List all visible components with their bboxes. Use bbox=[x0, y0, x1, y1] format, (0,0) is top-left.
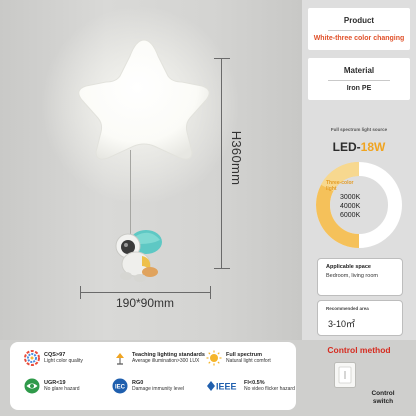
product-value: White-three color changing bbox=[313, 35, 405, 42]
ieee-mark: IEEE bbox=[216, 382, 237, 392]
feature-rg0-desc: Damage immunity level bbox=[132, 386, 184, 392]
feature-full-spectrum: Full spectrum Natural light comfort bbox=[206, 350, 271, 366]
color-temperature-ring-icon bbox=[316, 161, 402, 248]
feature-color-quality: CQS>97 Light color quality bbox=[24, 350, 83, 366]
feature-cqs-value: CQS>97 bbox=[44, 352, 66, 358]
feature-fi-value: FI<0.5% bbox=[244, 380, 265, 386]
feature-ugr-desc: No glare hazard bbox=[44, 386, 80, 392]
wattage-value: 18W bbox=[360, 140, 386, 154]
feature-full-spectrum-desc: Natural light comfort bbox=[226, 358, 271, 364]
recommended-area-value: 3-10㎡ bbox=[328, 319, 356, 329]
feature-cqs-desc: Light color quality bbox=[44, 358, 83, 364]
feature-fi-desc: No video flicker hazard bbox=[244, 386, 295, 392]
feature-photobiological: IEC RG0 Damage immunity level bbox=[112, 378, 184, 394]
features-card: CQS>97 Light color quality Teaching light… bbox=[10, 342, 296, 410]
product-scene: H360mm 190*90mm bbox=[0, 0, 302, 340]
material-title: Material bbox=[343, 66, 375, 75]
hanging-cord bbox=[130, 150, 131, 234]
temperature-6000k: 6000K bbox=[340, 212, 361, 219]
ieee-logo-icon: IEEE bbox=[207, 381, 237, 392]
width-dimension-cap-right bbox=[210, 286, 211, 299]
temperature-3000k: 3000K bbox=[340, 194, 361, 201]
control-switch-label: Control switch bbox=[371, 390, 395, 405]
iec-badge-icon: IEC bbox=[112, 378, 128, 394]
full-spectrum-label: Full spectrum light source bbox=[330, 127, 388, 132]
width-dimension-label: 190*90mm bbox=[115, 296, 175, 310]
material-card: Material Iron PE bbox=[308, 58, 410, 100]
divider bbox=[328, 30, 390, 31]
recommended-area-title: Recommended area bbox=[326, 306, 369, 311]
product-title: Product bbox=[343, 16, 375, 25]
feature-flicker: IEEE FI<0.5% No video flicker hazard bbox=[206, 378, 295, 394]
iec-mark: IEC bbox=[115, 385, 126, 391]
applicable-space-title: Applicable space bbox=[326, 264, 371, 270]
divider bbox=[328, 80, 390, 81]
specs-panel: Product White-three color changing Mater… bbox=[302, 0, 416, 340]
astronaut-figure-image bbox=[115, 230, 162, 282]
three-color-label: Three-color light bbox=[326, 180, 354, 192]
product-card: Product White-three color changing bbox=[308, 8, 410, 50]
control-method-title: Control method bbox=[327, 345, 391, 355]
feature-full-spectrum-title: Full spectrum bbox=[226, 352, 263, 358]
temperature-4000k: 4000K bbox=[340, 203, 361, 210]
star-lamp-image bbox=[78, 39, 210, 160]
feature-glare: UGR<19 No glare hazard bbox=[24, 378, 80, 394]
height-dimension-cap-bottom bbox=[214, 268, 230, 269]
width-dimension-line bbox=[80, 292, 210, 293]
feature-teaching-title: Teaching lighting standards bbox=[132, 352, 205, 358]
desk-lamp-icon bbox=[116, 353, 124, 365]
wall-switch-icon bbox=[334, 362, 356, 388]
led-prefix: LED- bbox=[332, 140, 361, 154]
feature-teaching-desc: Average illumination>300 LUX bbox=[132, 358, 200, 364]
applicable-space-box: Applicable space Bedroom, living room bbox=[317, 258, 403, 296]
sun-icon bbox=[206, 350, 222, 366]
eye-icon bbox=[24, 378, 40, 394]
material-value: Iron PE bbox=[346, 85, 372, 92]
recommended-area-box: Recommended area 3-10㎡ bbox=[317, 300, 403, 336]
height-dimension-line bbox=[221, 58, 222, 268]
height-dimension-cap-top bbox=[214, 58, 230, 59]
applicable-space-value: Bedroom, living room bbox=[326, 273, 378, 279]
led-wattage: LED-18W bbox=[302, 140, 416, 154]
height-dimension-label: H360mm bbox=[229, 130, 244, 186]
feature-ugr-value: UGR<19 bbox=[44, 380, 66, 386]
feature-illumination: Teaching lighting standards Average illum… bbox=[112, 350, 205, 366]
feature-rg0-value: RG0 bbox=[132, 380, 144, 386]
color-quality-icon bbox=[24, 350, 40, 366]
